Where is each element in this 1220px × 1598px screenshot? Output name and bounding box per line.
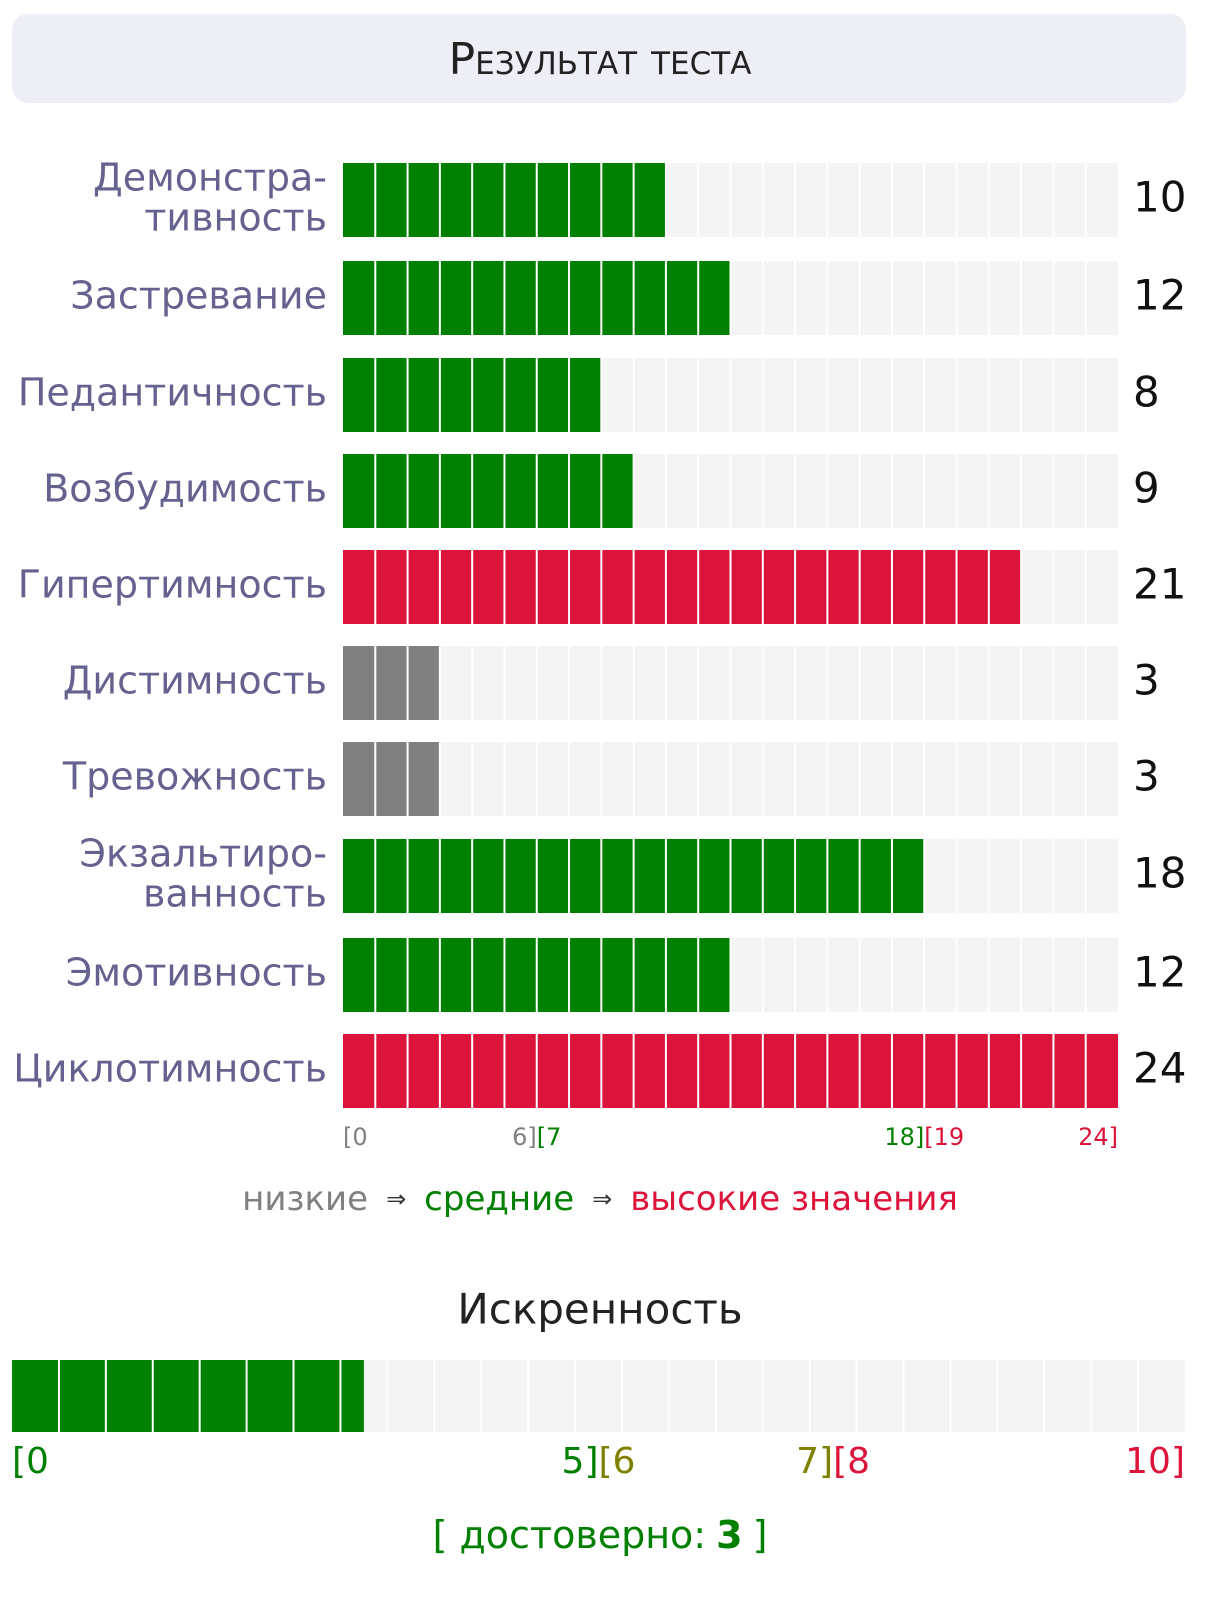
legend: низкие ⇒ средние ⇒ высокие значения bbox=[242, 1179, 958, 1219]
legend-item: ⇒ bbox=[386, 1185, 406, 1213]
scale-value: 21 bbox=[1133, 560, 1186, 609]
range-start-label: [0 bbox=[12, 1441, 49, 1482]
bar bbox=[343, 646, 440, 720]
range-end-label: 5] bbox=[562, 1441, 599, 1482]
verdict-close: ] bbox=[753, 1513, 768, 1557]
scale-label: Тревожность bbox=[62, 755, 327, 799]
scale-value: 18 bbox=[1133, 849, 1186, 898]
scale-label: Гипертимность bbox=[18, 563, 327, 607]
bar bbox=[343, 742, 440, 816]
scale-value: 24 bbox=[1133, 1044, 1186, 1093]
range-start-label: [0 bbox=[343, 1123, 368, 1151]
sincerity-title: Искренность bbox=[457, 1285, 742, 1334]
range-start-label: [8 bbox=[833, 1441, 870, 1482]
legend-item: высокие значения bbox=[630, 1179, 958, 1219]
scale-value: 10 bbox=[1133, 173, 1186, 222]
scale-label: Демонстра- bbox=[93, 156, 327, 200]
legend-item: средние bbox=[424, 1179, 574, 1219]
scale-label: Дистимность bbox=[63, 659, 327, 703]
scale-label: Застревание bbox=[70, 274, 327, 318]
legend-item: ⇒ bbox=[592, 1185, 612, 1213]
scale-value: 3 bbox=[1133, 656, 1160, 705]
verdict-open: [ достоверно: bbox=[433, 1513, 707, 1557]
scale-label: Возбудимость bbox=[43, 467, 327, 511]
verdict-value: 3 bbox=[716, 1513, 742, 1557]
scale-value: 12 bbox=[1133, 271, 1186, 320]
scale-label: Циклотимность bbox=[13, 1047, 327, 1091]
range-end-label: 6] bbox=[512, 1123, 537, 1151]
scale-value: 9 bbox=[1133, 464, 1160, 513]
range-end-label: 7] bbox=[796, 1441, 833, 1482]
scale-label: Педантичность bbox=[18, 371, 327, 415]
bar bbox=[12, 1360, 364, 1432]
scale-label: тивность bbox=[144, 196, 327, 240]
range-start-label: [19 bbox=[924, 1123, 964, 1151]
bar bbox=[343, 550, 1022, 624]
scale-label: ванность bbox=[143, 872, 327, 916]
legend-item: низкие bbox=[242, 1179, 368, 1219]
scale-value: 12 bbox=[1133, 948, 1186, 997]
verdict: [ достоверно: 3] bbox=[433, 1513, 768, 1557]
header-box bbox=[12, 14, 1186, 103]
scale-label: Экзальтиро- bbox=[79, 832, 327, 876]
scale-value: 8 bbox=[1133, 368, 1160, 417]
scale-label: Эмотивность bbox=[66, 951, 327, 995]
range-end-label: 24] bbox=[1078, 1123, 1118, 1151]
range-start-label: [6 bbox=[599, 1441, 636, 1482]
range-start-label: [7 bbox=[537, 1123, 562, 1151]
range-end-label: 18] bbox=[884, 1123, 924, 1151]
bar bbox=[343, 454, 634, 528]
range-end-label: 10] bbox=[1125, 1441, 1185, 1482]
header-title: Результат теста bbox=[449, 34, 752, 85]
scale-value: 3 bbox=[1133, 752, 1160, 801]
